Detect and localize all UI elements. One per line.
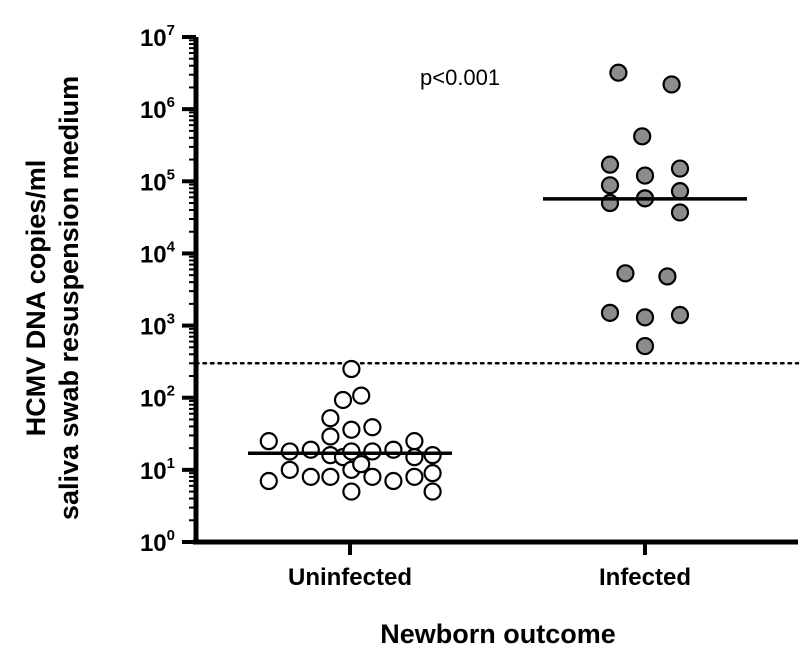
- y-tick-label: 101: [140, 455, 175, 485]
- data-point: [635, 336, 655, 356]
- data-point: [342, 442, 361, 461]
- x-axis: Uninfected Infected: [193, 539, 798, 591]
- data-point: [670, 305, 690, 325]
- data-point: [658, 267, 677, 286]
- data-point: [280, 460, 299, 479]
- data-point: [635, 166, 655, 185]
- data-point: [405, 467, 424, 486]
- data-point: [342, 482, 361, 501]
- data-point: [670, 203, 690, 222]
- data-point: [384, 440, 403, 459]
- data-point: [301, 440, 320, 459]
- data-point: [384, 471, 403, 491]
- y-tick-label: 102: [140, 383, 175, 413]
- y-axis-title-line-2: saliva swab resuspension medium: [54, 76, 84, 520]
- data-point: [635, 308, 655, 327]
- data-point: [342, 420, 361, 439]
- x-tick-label: Uninfected: [288, 564, 412, 591]
- data-point: [321, 467, 340, 486]
- y-axis-title: HCMV DNA copies/ml saliva swab resuspens…: [21, 76, 84, 520]
- data-point: [423, 482, 442, 501]
- data-point: [609, 63, 628, 82]
- data-point: [321, 427, 340, 446]
- data-point: [633, 127, 652, 146]
- data-point: [600, 176, 620, 195]
- y-tick-label: 103: [140, 311, 175, 341]
- data-point: [405, 432, 424, 451]
- data-point: [423, 446, 442, 465]
- data-point: [259, 432, 278, 451]
- y-tick-label: 106: [140, 94, 175, 124]
- data-point: [600, 155, 620, 174]
- data-point: [363, 442, 382, 461]
- data-point: [321, 409, 340, 428]
- data-point: [352, 386, 371, 405]
- y-axis-title-line-1: HCMV DNA copies/ml: [21, 160, 51, 437]
- x-tick-label: Infected: [599, 564, 691, 591]
- data-point: [662, 75, 681, 94]
- data-point: [333, 390, 353, 410]
- data-points: [259, 63, 690, 501]
- data-point: [616, 264, 635, 283]
- data-point: [423, 464, 442, 483]
- data-point: [670, 182, 690, 201]
- data-point: [342, 359, 361, 379]
- data-point: [363, 418, 382, 437]
- data-point: [259, 471, 278, 491]
- data-point: [301, 467, 320, 486]
- y-tick-label: 100: [140, 527, 175, 557]
- series-uninfected: [259, 359, 442, 501]
- x-axis-title: Newborn outcome: [380, 619, 616, 646]
- data-point: [280, 442, 299, 461]
- data-point: [352, 455, 371, 474]
- data-point: [600, 303, 620, 322]
- y-tick-label: 105: [140, 166, 175, 196]
- y-tick-label: 104: [140, 238, 176, 268]
- data-point: [363, 467, 382, 486]
- y-tick-label: 107: [140, 22, 175, 52]
- series-infected: [600, 63, 690, 356]
- median-lines: [248, 197, 747, 455]
- p-value-annotation: p<0.001: [420, 65, 500, 90]
- y-axis: 100 101 102 103 104 105 106 107: [140, 22, 199, 557]
- data-point: [670, 159, 690, 178]
